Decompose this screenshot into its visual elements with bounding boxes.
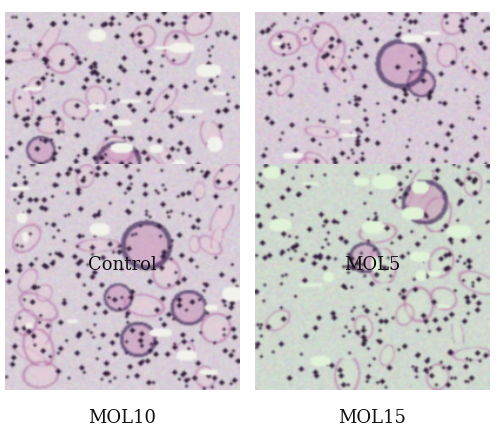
- Text: MOL5: MOL5: [344, 256, 401, 274]
- Text: Control: Control: [88, 256, 157, 274]
- Text: MOL10: MOL10: [88, 408, 156, 426]
- Text: MOL15: MOL15: [338, 408, 406, 426]
